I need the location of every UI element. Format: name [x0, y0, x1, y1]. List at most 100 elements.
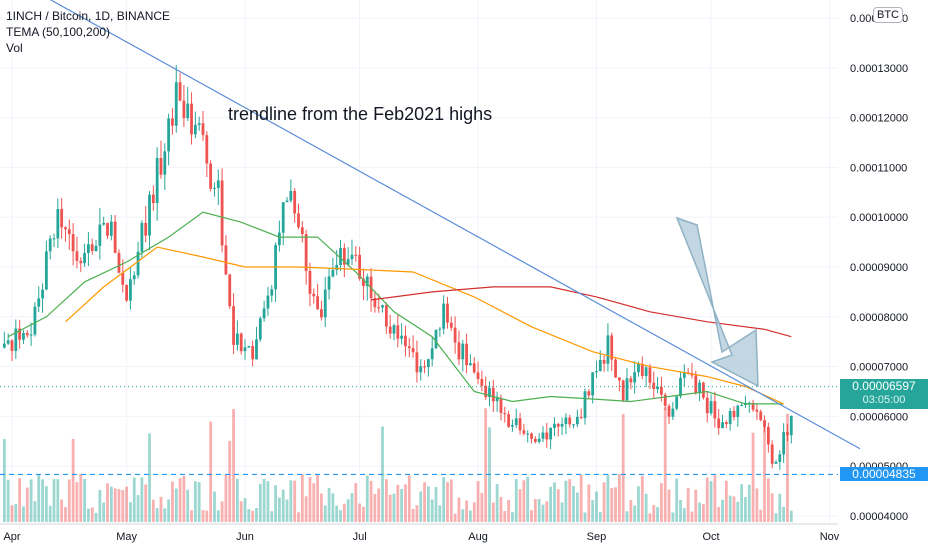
candle-body: [98, 224, 102, 246]
candle-body: [541, 432, 545, 439]
candle-body: [724, 422, 728, 425]
candle-body: [786, 432, 789, 436]
candle-body: [140, 222, 144, 252]
volume-bar: [171, 481, 174, 522]
volume-bar: [442, 477, 446, 522]
candle-body: [782, 432, 786, 455]
volume-bar: [320, 493, 323, 522]
volume-bar: [732, 496, 736, 522]
candle-body: [132, 275, 136, 280]
candle-body: [736, 405, 740, 418]
candle-body: [14, 328, 18, 351]
candle-body: [44, 251, 48, 290]
volume-bar: [644, 493, 648, 522]
candle-body: [392, 325, 396, 334]
volume-bar: [83, 478, 86, 522]
y-axis[interactable]: 0.000040000.000050000.000060000.00007000…: [850, 13, 908, 523]
candle-body: [94, 245, 98, 252]
currency-badge[interactable]: BTC: [873, 7, 903, 23]
symbol-title[interactable]: 1INCH / Bitcoin, 1D, BINANCE: [6, 9, 171, 23]
candle-body: [365, 276, 369, 287]
volume-bar: [262, 478, 266, 522]
candle-body: [629, 378, 633, 383]
candle-body: [266, 295, 270, 309]
candle-body: [426, 359, 430, 367]
candle-body: [346, 259, 350, 265]
x-axis[interactable]: Apr May Jun Jul Aug Sep Oct Nov: [0, 523, 840, 543]
candle-body: [396, 325, 400, 339]
trendline-annotation[interactable]: trendline from the Feb2021 highs: [228, 104, 493, 124]
candle-body: [304, 234, 308, 271]
volume-bar: [587, 484, 591, 522]
volume-bar: [87, 508, 90, 522]
candle-body: [404, 335, 407, 347]
candle-body: [52, 238, 56, 240]
volume-bar: [205, 510, 209, 522]
candle-body: [216, 180, 220, 188]
volume-bar: [751, 432, 755, 522]
candle-body: [465, 343, 468, 366]
candle-body: [682, 372, 686, 378]
volume-bar: [18, 478, 22, 522]
candle-body: [18, 328, 22, 340]
candle-body: [770, 444, 774, 464]
candle-body: [484, 385, 488, 398]
candle-body: [614, 359, 617, 378]
volume-bar: [186, 489, 190, 522]
candle-body: [717, 418, 721, 429]
volume-bar: [656, 507, 659, 522]
volume-bar: [350, 493, 354, 522]
volume-bar: [598, 511, 602, 522]
volume-bar: [94, 512, 98, 522]
volume-bar: [541, 504, 545, 522]
candle-body: [503, 412, 507, 415]
candle-body: [281, 202, 285, 233]
volume-bar: [709, 481, 713, 522]
volume-bar: [694, 489, 698, 522]
volume-bar: [617, 474, 621, 522]
volume-bar: [480, 492, 484, 522]
candle-body: [335, 264, 339, 270]
volume-bar: [106, 483, 109, 522]
volume-label[interactable]: Vol: [6, 41, 23, 55]
x-tick-label: Aug: [468, 531, 488, 543]
candle-body: [660, 386, 663, 395]
x-tick-label: Sep: [587, 531, 607, 543]
candle-body: [598, 359, 602, 372]
candle-body: [434, 329, 438, 349]
volume-bar: [667, 489, 671, 522]
y-tick-label: 0.00010000: [850, 212, 908, 224]
candle-body: [129, 279, 132, 301]
y-tick-label: 0.00006000: [850, 411, 908, 423]
candle-body: [22, 332, 25, 340]
candle-body: [342, 248, 346, 265]
volume-bar: [602, 482, 606, 522]
volume-bar: [29, 479, 33, 522]
x-tick-label: Oct: [702, 531, 719, 543]
volume-bar: [484, 408, 488, 522]
price-lines: [0, 386, 838, 476]
candle-body: [709, 401, 713, 414]
candle-body: [610, 335, 614, 360]
volume-bar: [438, 505, 442, 522]
volume-bar: [258, 483, 262, 522]
candle-body: [323, 289, 327, 318]
candle-body: [350, 254, 354, 260]
candle-body: [449, 322, 453, 328]
candle-body: [694, 375, 698, 394]
volume-bar: [304, 496, 308, 522]
candle-body: [740, 405, 744, 407]
candle-body: [151, 194, 155, 204]
volume-bar: [60, 499, 64, 522]
candle-body: [488, 387, 491, 398]
volume-bar: [621, 414, 625, 522]
tema-lines: [7, 211, 792, 405]
candle-body: [518, 418, 522, 431]
tema-200-line: [371, 286, 792, 338]
volume-bar: [744, 497, 747, 522]
indicator-label[interactable]: TEMA (50,100,200): [6, 25, 111, 39]
volume-bar: [407, 475, 411, 522]
volume-bar: [37, 474, 41, 522]
